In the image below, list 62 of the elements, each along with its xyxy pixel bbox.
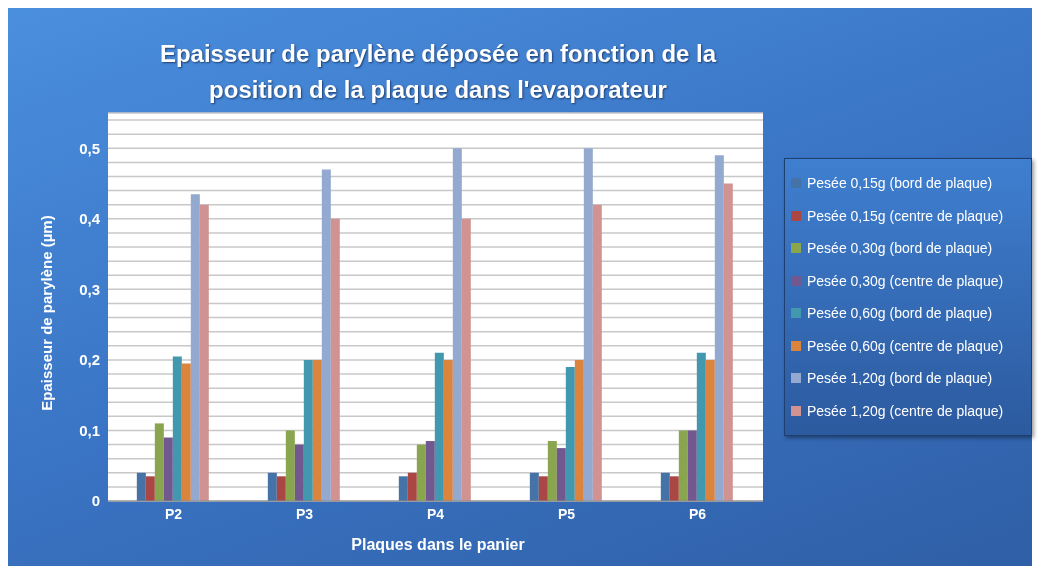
x-tick-label: P5 [557,505,576,522]
y-tick-label: 0,2 [79,351,100,369]
legend-label: Pesée 0,60g (centre de plaque) [807,337,1004,354]
y-axis-title: Epaisseur de parylène (µm) [37,215,55,411]
x-tick-label: P6 [688,505,707,522]
bar [461,218,471,501]
bar [538,476,548,501]
bar [678,430,688,501]
bar [660,472,670,501]
bar [592,204,602,501]
bar [154,423,164,501]
bar [583,148,593,501]
bar [407,472,417,501]
x-axis-title: Plaques dans le panier [350,536,526,554]
bar [425,441,435,501]
bar [294,444,304,501]
bar [443,359,453,501]
legend-label: Pesée 0,30g (bord de plaque) [807,240,993,257]
legend-label: Pesée 0,15g (bord de plaque) [807,175,993,192]
bar [398,476,408,501]
bar [565,366,575,501]
bar [330,218,340,501]
bar [276,476,286,501]
x-tick-label: P4 [426,505,445,522]
bar [163,437,173,501]
legend-label: Pesée 0,60g (bord de plaque) [807,305,993,322]
bar [723,183,733,501]
chart-title: Epaisseur de parylène déposée en fonction de la position de la plaque dans l'evaporateur [158,39,718,105]
legend-label: Pesée 1,20g (bord de plaque) [807,370,993,387]
y-tick-label: 0,5 [79,139,100,157]
bar [416,444,426,501]
legend-label: Pesée 0,30g (centre de plaque) [807,272,1004,289]
bar [190,194,200,501]
bar [199,204,209,501]
y-tick-label: 0,3 [79,280,100,298]
legend-label: Pesée 0,15g (centre de plaque) [807,207,1004,224]
bar [696,352,706,501]
bar [312,359,322,501]
bar [669,476,679,501]
y-tick-label: 0 [91,492,100,510]
bar [574,359,584,501]
bar [529,472,539,501]
bar [687,430,697,501]
bar [714,155,724,501]
y-tick-label: 0,4 [79,210,101,228]
bar [321,169,331,501]
bar [145,476,155,501]
bar [136,472,146,501]
legend-label: Pesée 1,20g (centre de plaque) [807,402,1004,419]
bar [556,448,566,501]
bar [547,441,557,501]
bar [181,363,191,501]
bar [452,148,462,501]
bar [705,359,715,501]
x-tick-label: P2 [164,505,183,522]
bar [434,352,444,501]
x-tick-label: P3 [295,505,314,522]
bar [303,359,313,501]
y-tick-label: 0,1 [79,421,100,439]
bar [267,472,277,501]
bar [172,356,182,501]
bar [285,430,295,501]
